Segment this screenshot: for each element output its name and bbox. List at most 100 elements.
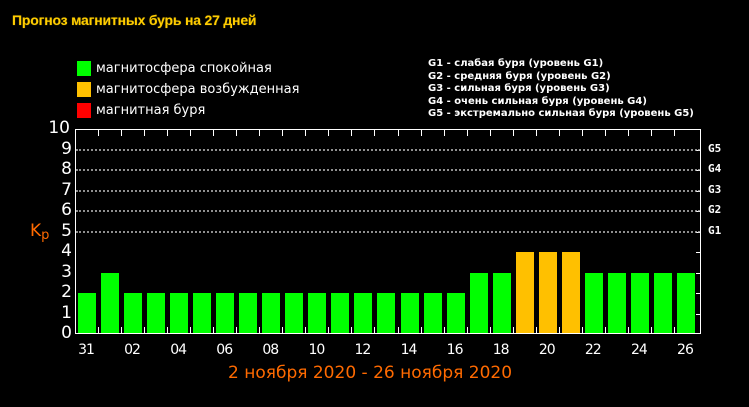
y-axis-label: Kp bbox=[30, 221, 50, 243]
g-level-label: G2 bbox=[708, 203, 722, 216]
plot-area bbox=[75, 129, 701, 334]
legend-label: магнитосфера возбужденная bbox=[96, 82, 300, 97]
y-tick-label: 0 bbox=[61, 323, 72, 343]
bar-day-17 bbox=[469, 272, 488, 333]
grid-line bbox=[76, 189, 700, 192]
grid-line bbox=[76, 210, 700, 212]
bar-day-06 bbox=[216, 293, 235, 333]
x-tick-mark bbox=[650, 327, 652, 333]
x-tick-label: 22 bbox=[584, 342, 602, 358]
x-tick-mark bbox=[98, 327, 100, 333]
g-legend-item: G2 - средняя буря (уровень G2) bbox=[428, 70, 611, 82]
x-tick-mark-top bbox=[558, 130, 560, 136]
chart-title: Прогноз магнитных бурь на 27 дней bbox=[12, 12, 257, 28]
bar-day-14 bbox=[400, 293, 419, 333]
x-tick-mark-top bbox=[673, 130, 675, 136]
g-legend-item: G1 - слабая буря (уровень G1) bbox=[428, 58, 604, 69]
bar-day-23 bbox=[607, 272, 626, 333]
bar-day-15 bbox=[423, 293, 442, 333]
x-tick-mark-top bbox=[305, 130, 307, 136]
bar-day-09 bbox=[285, 293, 304, 333]
x-tick-mark bbox=[604, 327, 606, 333]
bar-day-18 bbox=[492, 272, 511, 333]
y-tick-label: 3 bbox=[61, 261, 72, 282]
x-tick-mark bbox=[259, 327, 261, 333]
y-tick-mark bbox=[696, 252, 701, 253]
x-tick-mark-top bbox=[351, 130, 353, 136]
y-tick-label: 6 bbox=[61, 200, 72, 220]
x-tick-mark-top bbox=[466, 130, 468, 136]
x-tick-mark-top bbox=[420, 130, 422, 136]
x-tick-mark bbox=[627, 327, 629, 333]
x-tick-mark-top bbox=[650, 130, 652, 136]
x-tick-mark-top bbox=[627, 130, 629, 136]
grid-line bbox=[76, 230, 700, 233]
g-legend-item: G4 - очень сильная буря (уровень G4) bbox=[428, 95, 647, 107]
x-tick-mark bbox=[673, 327, 675, 333]
g-scale-legend: G1 - слабая буря (уровень G1) G2 - средн… bbox=[428, 58, 694, 121]
bar-day-01 bbox=[101, 272, 120, 333]
bar-day-21 bbox=[561, 252, 580, 333]
x-tick-mark bbox=[144, 327, 146, 333]
x-tick-mark bbox=[213, 327, 215, 333]
x-tick-mark bbox=[374, 327, 376, 333]
x-tick-label: 16 bbox=[446, 342, 464, 358]
bar-day-04 bbox=[170, 293, 189, 333]
bar-day-11 bbox=[331, 293, 350, 333]
x-tick-label: 20 bbox=[538, 342, 556, 358]
x-tick-mark-top bbox=[328, 130, 330, 136]
y-tick-mark bbox=[696, 313, 701, 315]
g-level-label: G3 bbox=[708, 182, 722, 196]
x-tick-mark bbox=[466, 327, 468, 333]
bar-day-16 bbox=[446, 293, 465, 333]
bar-day-25 bbox=[653, 272, 672, 333]
x-tick-mark bbox=[489, 327, 491, 333]
bar-day-02 bbox=[124, 293, 143, 333]
x-tick-mark bbox=[167, 327, 169, 333]
bar-day-08 bbox=[262, 293, 281, 333]
x-tick-mark bbox=[305, 327, 307, 333]
bar-day-05 bbox=[193, 293, 212, 333]
bar-day-26 bbox=[676, 272, 695, 333]
x-tick-mark-top bbox=[121, 130, 123, 136]
y-tick-label: 9 bbox=[61, 138, 72, 159]
legend-item-storm: магнитная буря bbox=[77, 100, 299, 121]
x-tick-label: 12 bbox=[354, 342, 372, 358]
legend-item-excited: магнитосфера возбужденная bbox=[77, 79, 299, 100]
x-tick-mark-top bbox=[397, 130, 399, 136]
bar-day-07 bbox=[239, 293, 258, 333]
x-tick-mark-top bbox=[167, 130, 169, 136]
y-tick-mark bbox=[696, 293, 701, 294]
x-tick-label: 04 bbox=[170, 342, 187, 358]
y-tick-label: 7 bbox=[61, 179, 72, 200]
storm-swatch-icon bbox=[77, 103, 91, 118]
x-tick-mark-top bbox=[443, 130, 445, 136]
calm-swatch-icon bbox=[77, 61, 91, 76]
x-tick-label: 02 bbox=[124, 342, 141, 358]
grid-line bbox=[76, 169, 700, 171]
x-tick-mark-top bbox=[374, 130, 376, 136]
bar-day-19 bbox=[515, 252, 534, 333]
y-tick-label: 4 bbox=[61, 241, 72, 261]
bar-day-20 bbox=[538, 252, 557, 333]
x-tick-mark bbox=[558, 327, 560, 333]
y-tick-label: 8 bbox=[61, 159, 72, 179]
excited-swatch-icon bbox=[77, 82, 91, 97]
x-tick-mark bbox=[581, 327, 583, 333]
bar-day-03 bbox=[147, 293, 166, 333]
date-range-label: 2 ноября 2020 - 26 ноября 2020 bbox=[228, 363, 513, 383]
x-tick-mark-top bbox=[581, 130, 583, 136]
x-tick-mark-top bbox=[144, 130, 146, 136]
x-tick-mark bbox=[121, 327, 123, 333]
x-tick-mark bbox=[190, 327, 192, 333]
x-tick-mark bbox=[443, 327, 445, 333]
x-tick-mark-top bbox=[236, 130, 238, 136]
x-tick-label: 31 bbox=[78, 342, 95, 358]
x-tick-label: 10 bbox=[308, 342, 325, 358]
x-tick-mark-top bbox=[489, 130, 491, 136]
x-tick-label: 06 bbox=[216, 342, 233, 358]
y-tick-mark bbox=[696, 272, 701, 274]
bar-day-22 bbox=[584, 272, 603, 333]
x-tick-mark bbox=[535, 327, 537, 333]
legend-label: магнитосфера спокойная bbox=[96, 61, 272, 76]
